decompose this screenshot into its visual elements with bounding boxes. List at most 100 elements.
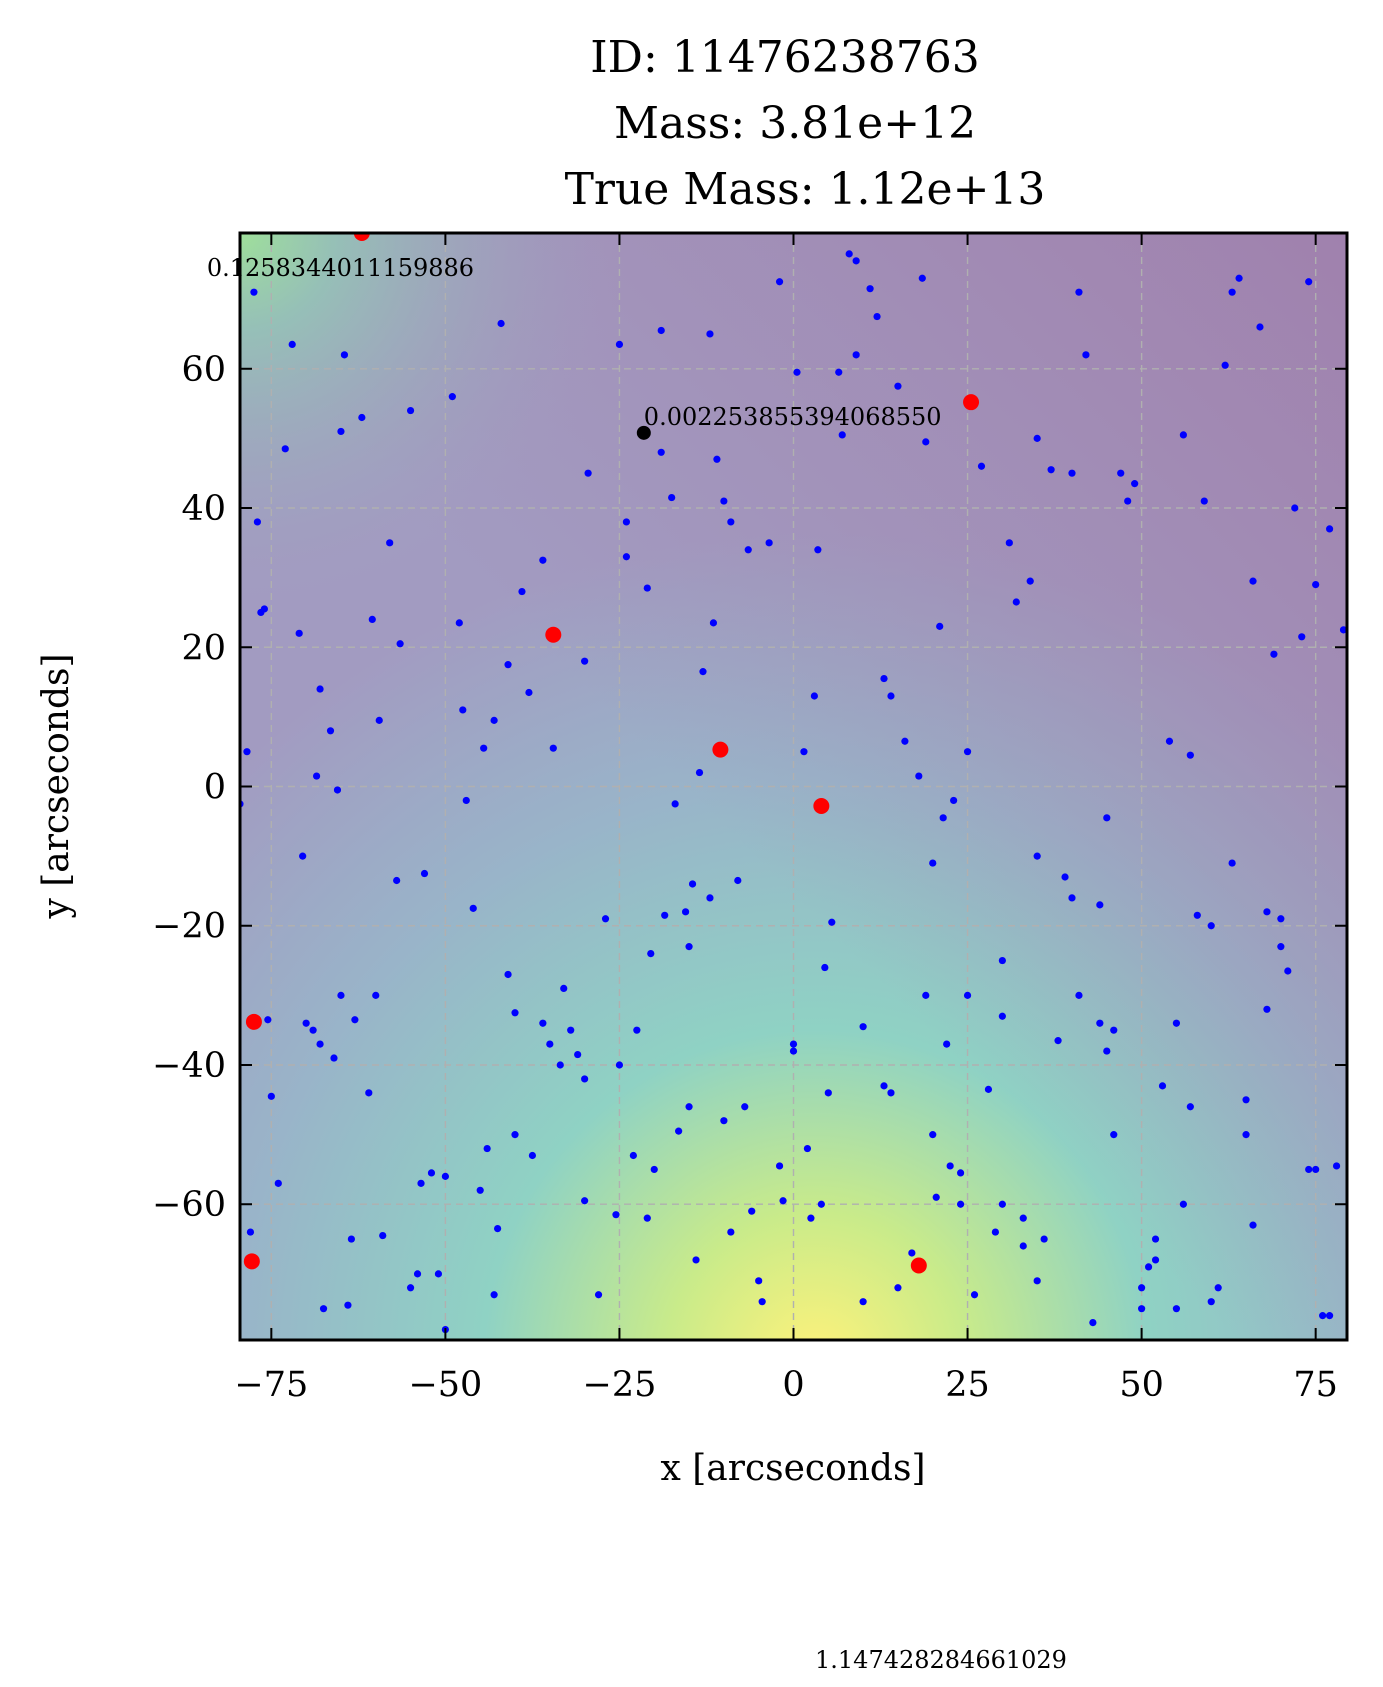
blue-point (483, 1144, 491, 1153)
blue-point (675, 1127, 683, 1135)
blue-point (1151, 1256, 1160, 1264)
x-ticks: −75 −50 −25 0 25 50 75 (234, 233, 1338, 1405)
blue-point (807, 1214, 815, 1222)
blue-point (956, 1200, 965, 1208)
blue-point (835, 368, 843, 376)
red-point (545, 626, 562, 643)
blue-point (1325, 1312, 1334, 1320)
blue-point (462, 796, 470, 805)
blue-point (246, 1228, 255, 1236)
blue-point (887, 692, 895, 700)
blue-point (943, 1040, 951, 1048)
grid (240, 233, 1347, 1340)
blue-point (727, 1228, 735, 1236)
blue-point (671, 800, 679, 808)
blue-point (288, 340, 296, 348)
blue-point (337, 427, 345, 436)
blue-point (560, 984, 568, 993)
blue-point (299, 852, 307, 860)
black-point-layer (636, 425, 651, 440)
blue-point (681, 908, 690, 916)
blue-point (253, 518, 262, 526)
x-tick-label: 25 (945, 1365, 990, 1405)
title-line-2: Mass: 3.81e+12 (614, 98, 976, 149)
blue-point (406, 406, 415, 415)
y-tick-label: −60 (152, 1185, 226, 1225)
blue-point (316, 1040, 324, 1048)
blue-point (615, 1061, 624, 1069)
blue-point (1165, 737, 1174, 745)
blue-point (789, 1040, 798, 1048)
blue-point (1110, 1026, 1118, 1034)
blue-point (459, 706, 467, 714)
blue-point (330, 1054, 338, 1062)
blue-point (1228, 859, 1236, 867)
blue-point (1312, 580, 1320, 589)
blue-point (699, 668, 707, 676)
blue-point (1144, 1263, 1153, 1271)
blue-point (887, 1089, 895, 1097)
blue-point (326, 727, 335, 735)
blue-point (295, 629, 303, 637)
blue-point (1047, 466, 1055, 474)
blue-point (918, 274, 926, 282)
y-tick-label: −20 (152, 907, 226, 947)
blue-point (1284, 967, 1292, 975)
point-annotation: 1.147428284661029 (815, 1646, 1067, 1674)
blue-point (556, 1061, 564, 1069)
blue-point (386, 539, 394, 547)
blue-point (650, 1165, 658, 1174)
blue-point (1082, 351, 1090, 359)
point-annotation: 0.1258344011159886 (207, 254, 474, 282)
blue-point (504, 970, 512, 979)
blue-point (1172, 1019, 1181, 1027)
blue-point (344, 1301, 352, 1309)
blue-point (706, 894, 714, 902)
blue-point (1019, 1214, 1027, 1222)
blue-point (490, 1291, 498, 1299)
blue-point (1179, 1200, 1187, 1208)
red-point (910, 1257, 927, 1274)
blue-point (1305, 278, 1313, 286)
red-point (963, 394, 980, 411)
blue-point (929, 1131, 937, 1139)
blue-point (375, 716, 383, 724)
blue-point (824, 1089, 832, 1097)
blue-point (838, 431, 846, 439)
blue-point (1263, 908, 1271, 916)
blue-point (319, 1305, 328, 1313)
blue-point (741, 1103, 749, 1111)
x-tick-label: 75 (1293, 1365, 1338, 1405)
blue-point (894, 1284, 902, 1292)
blue-point (688, 880, 697, 888)
blue-point (1200, 497, 1208, 505)
blue-points (240, 250, 1347, 1334)
blue-point (789, 1047, 798, 1055)
blue-point (956, 1169, 965, 1177)
blue-point (243, 748, 251, 756)
blue-point (539, 1019, 547, 1027)
blue-point (434, 1270, 443, 1278)
blue-point (720, 497, 728, 505)
blue-point (1019, 1242, 1027, 1250)
blue-point (1319, 1312, 1327, 1320)
y-axis-label: y [arcseconds] (36, 653, 77, 919)
blue-point (612, 1211, 620, 1219)
blue-point (1033, 1277, 1041, 1285)
blue-point (845, 250, 853, 258)
blue-point (963, 991, 972, 999)
blue-point (455, 619, 463, 627)
blue-point (1242, 1131, 1250, 1139)
blue-point (1332, 1162, 1341, 1170)
blue-point (1096, 901, 1104, 909)
blue-point (755, 1277, 763, 1285)
blue-point (1325, 525, 1334, 533)
blue-point (800, 748, 808, 756)
red-points (243, 233, 980, 1274)
blue-point (946, 1162, 954, 1170)
blue-point (539, 556, 547, 564)
blue-point (647, 949, 655, 958)
blue-point (379, 1231, 387, 1240)
blue-point (615, 340, 624, 348)
